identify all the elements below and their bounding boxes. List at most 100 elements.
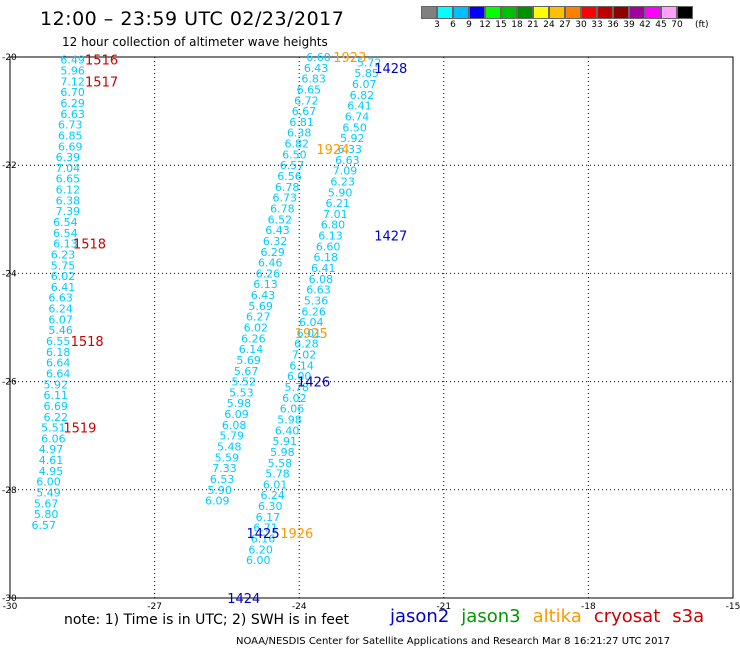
color-scale-unit: (ft) — [695, 20, 709, 30]
wave-height-point: 5.52 — [232, 376, 257, 389]
wave-height-point: 6.21 — [326, 197, 351, 210]
pass-number-label: 1924 — [316, 143, 349, 158]
color-scale-label: 30 — [575, 20, 587, 30]
wave-height-point: 6.78 — [275, 181, 300, 194]
wave-height-point: 6.54 — [53, 216, 78, 229]
wave-height-point: 6.02 — [282, 392, 307, 405]
wave-height-point: 5.80 — [34, 508, 59, 521]
wave-height-point: 6.74 — [345, 111, 370, 124]
wave-height-point: 5.92 — [44, 378, 69, 391]
color-scale-label: 70 — [671, 20, 683, 30]
y-tick-label: -22 — [2, 161, 17, 171]
wave-height-point: 6.82 — [350, 89, 375, 102]
wave-height-point: 4.97 — [39, 443, 64, 456]
wave-height-point: 6.04 — [299, 316, 324, 329]
wave-height-point: 7.12 — [60, 75, 85, 88]
wave-height-point: 6.46 — [258, 257, 283, 270]
wave-height-point: 6.18 — [46, 346, 71, 359]
wave-height-point: 6.64 — [46, 367, 71, 380]
wave-height-point: 6.63 — [335, 154, 360, 167]
wave-height-point: 6.29 — [60, 97, 85, 110]
wave-height-point: 5.53 — [229, 386, 254, 399]
wave-height-point: 6.22 — [44, 411, 69, 424]
wave-height-point: 6.26 — [241, 332, 266, 345]
wave-height-point: 5.69 — [248, 300, 273, 313]
wave-height-point: 5.58 — [268, 457, 293, 470]
wave-height-point: 6.13 — [53, 238, 78, 251]
wave-height-point: 6.09 — [205, 495, 230, 508]
wave-height-point: 6.60 — [306, 51, 331, 64]
wave-height-point: 6.63 — [60, 108, 85, 121]
color-scale-cell — [661, 6, 677, 19]
color-scale-label: 18 — [511, 20, 523, 30]
wave-height-point: 6.73 — [58, 119, 83, 132]
wave-height-point: 6.06 — [41, 432, 66, 445]
wave-height-point: 6.24 — [48, 303, 73, 316]
wave-height-point: 6.23 — [51, 248, 76, 261]
color-scale-cell — [501, 6, 517, 19]
pass-number-label: 1427 — [374, 230, 407, 245]
x-tick-label: -18 — [581, 602, 596, 612]
wave-height-point: 6.33 — [338, 143, 363, 156]
wave-height-point: 6.13 — [253, 278, 278, 291]
wave-height-point: 6.32 — [263, 235, 288, 248]
wave-height-point: 6.08 — [222, 419, 247, 432]
wave-height-point: 6.53 — [210, 473, 235, 486]
wave-height-point: 5.75 — [51, 259, 76, 272]
x-tick-label: -21 — [436, 602, 451, 612]
color-scale-cell — [613, 6, 629, 19]
wave-height-point: 6.20 — [248, 543, 273, 556]
legend-entry-altika: altika — [532, 606, 582, 627]
pass-number-label: 1926 — [280, 527, 313, 542]
wave-height-point: 6.39 — [56, 151, 81, 164]
wave-height-point: 7.09 — [333, 165, 358, 178]
pass-number-label: 1428 — [374, 62, 407, 77]
color-scale-cell — [677, 6, 693, 19]
wave-height-point: 7.04 — [56, 162, 81, 175]
wave-height-point: 6.63 — [48, 292, 73, 305]
wave-height-point: 6.80 — [321, 219, 346, 232]
pass-number-label: 1425 — [247, 527, 280, 542]
wave-height-point: 5.49 — [36, 487, 61, 500]
y-tick-label: -30 — [2, 594, 17, 604]
wave-height-point: 6.13 — [318, 230, 343, 243]
wave-height-point: 6.55 — [46, 335, 71, 348]
y-tick-label: -24 — [2, 269, 17, 279]
wave-height-point: 6.07 — [352, 78, 377, 91]
wave-height-point: 5.78 — [285, 381, 310, 394]
wave-height-point: 6.83 — [301, 73, 326, 86]
wave-height-point: 6.00 — [246, 554, 271, 567]
wave-height-point: 5.46 — [48, 324, 73, 337]
wave-height-point: 5.90 — [328, 186, 353, 199]
color-scale-cell — [533, 6, 549, 19]
wave-height-point: 6.11 — [44, 389, 69, 402]
color-scale-cell — [517, 6, 533, 19]
x-tick-label: -24 — [292, 602, 307, 612]
legend-entry-s3a: s3a — [672, 606, 705, 627]
color-scale-cell — [549, 6, 565, 19]
wave-height-point: 6.01 — [263, 478, 288, 491]
wave-height-point: 6.02 — [244, 322, 269, 335]
color-scale-label: 42 — [639, 20, 651, 30]
wave-height-point: 6.43 — [304, 62, 329, 75]
wave-height-point: 6.07 — [48, 313, 73, 326]
wave-height-point: 6.30 — [258, 500, 283, 513]
wave-height-point: 6.72 — [294, 94, 319, 107]
color-scale-label: 15 — [495, 20, 507, 30]
color-scale-cell — [645, 6, 661, 19]
plot-frame — [9, 56, 734, 599]
wave-height-point: 5.72 — [357, 56, 382, 69]
wave-height-point: 6.18 — [313, 251, 338, 264]
chart-subtitle: 12 hour collection of altimeter wave hei… — [62, 35, 328, 49]
wave-height-point: 6.78 — [270, 202, 295, 215]
wave-height-point: 6.49 — [60, 54, 85, 67]
wave-height-point: 5.67 — [34, 497, 59, 510]
wave-height-point: 6.69 — [44, 400, 69, 413]
wave-height-point: 6.41 — [51, 281, 76, 294]
legend-entry-jason2: jason2 — [390, 606, 450, 627]
wave-height-point: 7.01 — [323, 208, 348, 221]
x-tick-label: -30 — [3, 602, 18, 612]
wave-height-point: 6.60 — [316, 240, 341, 253]
wave-height-point: 5.90 — [207, 484, 232, 497]
